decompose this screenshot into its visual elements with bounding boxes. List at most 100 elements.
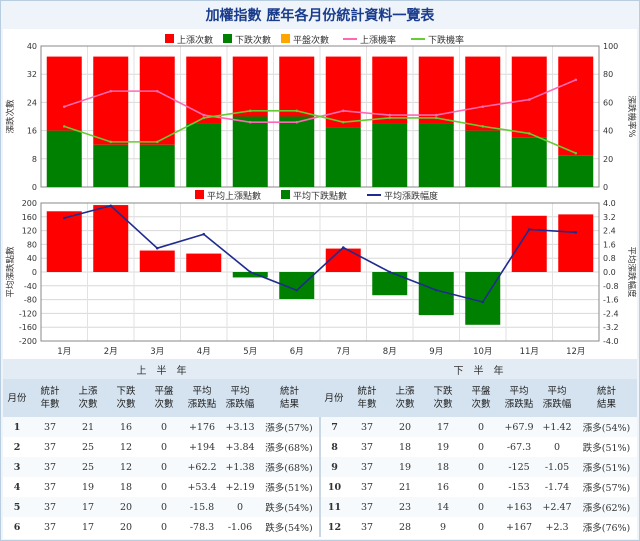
legend-label: 下跌機率	[428, 34, 464, 46]
bar-up	[558, 56, 594, 156]
table-cell: 37	[43, 521, 57, 533]
table-row: 3 37 25 12 0 +62.2 +1.38 漲多(68%) 9 37 19 18 0 -125 -1.…	[3, 457, 637, 477]
table-cell: 18	[119, 481, 133, 493]
column-header: 平均 漲跌幅	[221, 379, 259, 417]
bar-up	[325, 56, 361, 128]
table-cell: 37	[360, 481, 374, 493]
avg-change-point	[202, 232, 206, 236]
table-cell: 0	[145, 417, 183, 437]
table-cell: 20	[386, 417, 424, 437]
column-header-line: 平盤	[471, 386, 491, 397]
table-cell: 0	[477, 481, 485, 493]
y2-tick-label: 0.0	[603, 268, 616, 277]
up-rate-line-point	[341, 109, 345, 113]
y-tick-label: 120	[22, 227, 37, 236]
table-cell: 37	[31, 497, 69, 517]
y2-tick-label: 2.4	[603, 227, 616, 236]
avg-change-point	[62, 216, 66, 220]
table-row: 4 37 19 18 0 +53.4 +2.19 漲多(51%) 10 37 21 16 0 -153 -1…	[3, 477, 637, 497]
table-cell: +176	[183, 417, 221, 437]
column-header-line: 結果	[596, 399, 616, 410]
column-header-line: 平均	[230, 386, 250, 397]
table-cell: 0	[145, 497, 183, 517]
table-cell: 漲多(57%)	[582, 483, 631, 494]
table-cell: 37	[360, 441, 374, 453]
y2-axis-label: 漲跌機率%	[626, 95, 637, 137]
avg-change-point	[388, 270, 392, 274]
table-cell: +67.9	[500, 417, 538, 437]
down-rate-line-point	[434, 116, 438, 120]
column-header-line: 漲跌幅	[225, 399, 255, 410]
y2-tick-label: 3.2	[603, 213, 616, 222]
table-cell: 16	[107, 417, 145, 437]
bar-up	[511, 56, 547, 138]
x-tick-label: 6月	[290, 347, 304, 357]
legend-label: 平均上漲點數	[207, 190, 261, 202]
column-header: 平均 漲跌點	[183, 379, 221, 417]
legend-label: 平均漲跌幅度	[384, 190, 438, 202]
y-tick-label: 160	[22, 213, 37, 222]
y2-tick-label: 60	[603, 98, 613, 107]
stats-table: 上 半 年 下 半 年 月份 統計 年數 上漲 次數 下跌 次數 平盤 次數 平均 漲跌點 平均 漲跌幅…	[3, 359, 637, 537]
table-cell: 21	[69, 417, 107, 437]
bar-down	[465, 130, 501, 187]
table-cell: 0	[553, 441, 561, 453]
x-tick-label: 5月	[243, 347, 257, 357]
y2-tick-label: 4.0	[603, 199, 616, 208]
table-cell: 漲多(51%)	[265, 483, 313, 494]
column-header-line: 次數	[116, 399, 136, 410]
bar-up	[279, 56, 315, 117]
legend-label: 下跌次數	[235, 34, 271, 46]
down-rate-line-point	[341, 120, 345, 124]
y-tick-label: 0	[32, 183, 37, 192]
bar-avg-up	[558, 214, 594, 272]
up-rate-line-point	[62, 105, 66, 108]
table-cell: -1.06	[227, 521, 253, 533]
bar-up	[139, 56, 175, 145]
bar-avg-down	[232, 272, 268, 278]
column-header-line: 年數	[40, 399, 60, 410]
y-tick-label: -80	[24, 296, 37, 305]
bar-down	[46, 130, 82, 187]
legend-swatch	[195, 190, 204, 199]
down-rate-line-point	[155, 140, 159, 144]
y-tick-label: -200	[19, 337, 37, 346]
bar-up	[232, 56, 268, 117]
half-year-row: 上 半 年 下 半 年	[3, 359, 637, 379]
table-cell: 25	[69, 457, 107, 477]
y2-tick-label: 100	[603, 42, 618, 51]
table-cell: 漲多(76%)	[582, 523, 631, 534]
y2-tick-label: -1.6	[603, 296, 619, 305]
x-tick-label: 4月	[197, 347, 211, 357]
column-header-line: 平盤	[154, 386, 174, 397]
x-tick-label: 2月	[104, 347, 118, 357]
table-cell: 7	[319, 417, 348, 437]
bar-up	[93, 56, 129, 145]
table-row: 2 37 25 12 0 +194 +3.84 漲多(68%) 8 37 18 19 0 -67.3 0 跌多…	[3, 437, 637, 457]
down-rate-line-point	[388, 116, 392, 120]
x-tick-label: 12月	[566, 347, 585, 357]
up-rate-line-point	[434, 113, 438, 117]
column-header: 月份	[3, 379, 31, 417]
table-cell: 37	[43, 481, 57, 493]
table-cell: 20	[107, 497, 145, 517]
table-cell: 11	[319, 497, 348, 517]
up-rate-line-point	[527, 98, 531, 101]
column-header: 上漲 次數	[386, 379, 424, 417]
legend-label: 上漲次數	[177, 34, 213, 46]
bar-up	[186, 56, 222, 124]
up-rate-line-point	[574, 78, 578, 82]
table-cell: 9	[439, 521, 447, 533]
column-header: 統計 結果	[259, 379, 320, 417]
y2-tick-label: -3.2	[603, 323, 619, 332]
table-cell: +163	[500, 497, 538, 517]
table-cell: 5	[3, 497, 31, 517]
bar-avg-up	[511, 215, 547, 272]
table-cell: +2.3	[545, 521, 569, 533]
bar-down	[186, 123, 222, 187]
y-axis-label: 漲跌次數	[5, 99, 16, 134]
bar-avg-up	[139, 250, 175, 272]
table-cell: 21	[398, 481, 412, 493]
down-rate-line-point	[481, 125, 485, 128]
column-header-line: 統計	[279, 386, 299, 397]
